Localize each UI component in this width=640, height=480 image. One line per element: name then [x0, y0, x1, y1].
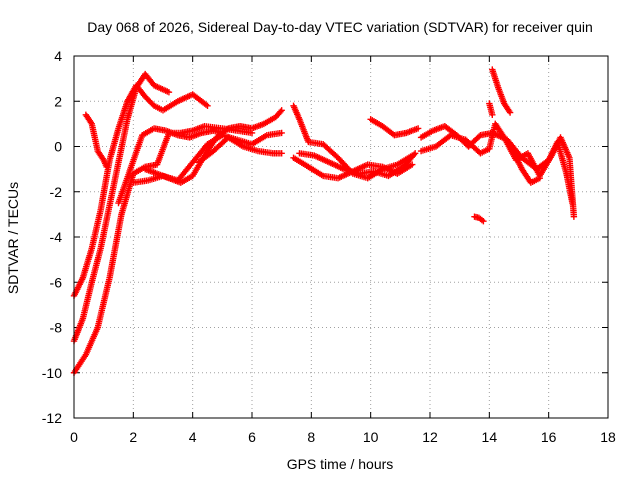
chart-title: Day 068 of 2026, Sidereal Day-to-day VTE…	[87, 19, 593, 35]
series-trace-k	[296, 150, 419, 180]
x-tick-label: 16	[541, 429, 557, 445]
data-point	[278, 129, 285, 137]
series-trace-p	[471, 213, 487, 225]
y-tick-label: 2	[54, 93, 62, 109]
y-tick-label: -8	[50, 320, 63, 336]
y-axis-label: SDTVAR / TECUs	[5, 182, 21, 294]
series-trace-n	[417, 120, 578, 220]
series-trace-f	[130, 129, 285, 186]
series-trace-b	[70, 70, 173, 345]
y-tick-label: 4	[54, 48, 62, 64]
x-tick-label: 18	[600, 429, 616, 445]
x-tick-label: 12	[422, 429, 438, 445]
series-trace-h	[82, 111, 110, 171]
data-point	[409, 161, 416, 168]
y-tick-label: -2	[50, 184, 63, 200]
data-point	[410, 151, 418, 158]
data-point	[489, 111, 496, 119]
series-trace-a	[70, 82, 211, 300]
data-point	[536, 174, 543, 182]
x-tick-label: 4	[189, 429, 197, 445]
grid-lines	[74, 56, 608, 418]
series-trace-m	[417, 122, 576, 207]
data-series	[70, 66, 578, 376]
data-point	[480, 217, 487, 225]
y-tick-label: 0	[54, 139, 62, 155]
x-tick-label: 0	[70, 429, 78, 445]
x-tick-label: 14	[482, 429, 498, 445]
x-tick-label: 10	[363, 429, 379, 445]
data-point	[165, 89, 173, 96]
data-point	[570, 213, 578, 220]
data-point	[411, 150, 419, 157]
series-trace-q	[486, 100, 496, 119]
plot-frame	[73, 55, 609, 419]
y-tick-label: -10	[42, 365, 62, 381]
y-tick-label: -12	[42, 410, 62, 426]
tick-labels: 0 2 4 6 8 10 12 14 16 18 4 2 0 -2 -4 -6 -8 -10 -12	[42, 48, 616, 445]
series-trace-r	[509, 147, 543, 186]
data-point	[277, 108, 284, 115]
data-point	[278, 150, 285, 157]
data-point	[103, 163, 110, 171]
series-trace-g	[195, 134, 285, 166]
y-tick-label: -4	[50, 229, 63, 245]
x-tick-label: 2	[129, 429, 137, 445]
data-point	[414, 125, 422, 132]
series-trace-l	[367, 116, 422, 139]
y-tick-label: -6	[50, 274, 63, 290]
data-point	[204, 102, 211, 109]
x-tick-label: 6	[248, 429, 256, 445]
series-trace-o	[489, 66, 514, 116]
data-point	[506, 109, 514, 116]
series-trace-c	[70, 122, 256, 376]
data-point	[278, 107, 285, 114]
series-trace-d	[115, 125, 226, 207]
x-axis-label: GPS time / hours	[287, 456, 394, 472]
x-tick-label: 8	[307, 429, 315, 445]
